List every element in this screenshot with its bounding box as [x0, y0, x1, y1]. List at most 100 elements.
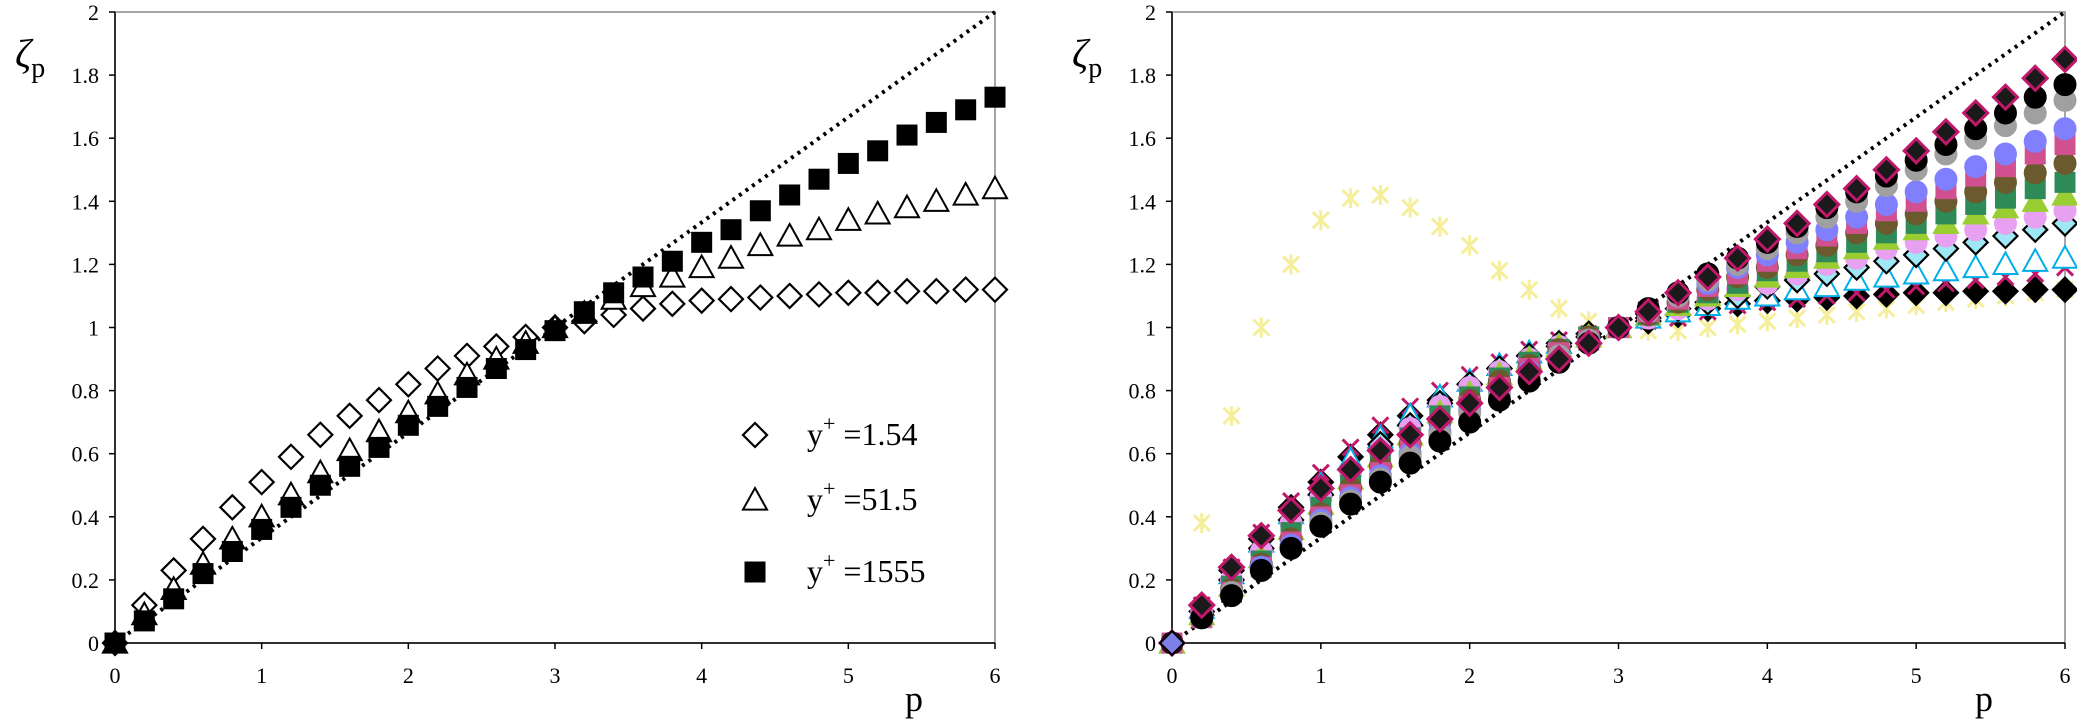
data-point — [1904, 180, 1928, 204]
data-point — [1485, 373, 1514, 402]
x-tick-label: 3 — [550, 663, 561, 688]
data-point — [1490, 260, 1509, 281]
data-point — [658, 262, 687, 288]
y-tick-label: 0.4 — [72, 505, 100, 530]
data-point — [192, 563, 214, 585]
data-point — [277, 443, 305, 471]
data-point — [1961, 98, 1990, 128]
data-point — [1520, 279, 1539, 300]
data-point — [834, 206, 863, 231]
legend-label: y+ =1555 — [807, 548, 925, 589]
x-tick-label: 0 — [110, 663, 121, 688]
legend-marker — [741, 421, 769, 449]
data-point — [1934, 167, 1958, 191]
data-point — [306, 421, 334, 449]
data-point — [1396, 420, 1425, 449]
data-point — [1192, 513, 1211, 534]
data-point — [1282, 254, 1301, 275]
x-tick-label: 6 — [990, 663, 1001, 688]
data-point — [1220, 584, 1244, 608]
data-point — [485, 358, 507, 380]
data-point — [424, 354, 452, 383]
data-point — [221, 541, 243, 563]
data-point — [2023, 161, 2047, 185]
series-1 — [1162, 184, 2075, 653]
data-point — [573, 301, 595, 323]
data-point — [863, 199, 892, 225]
data-point — [1634, 297, 1663, 326]
series-6 — [1160, 199, 2077, 655]
y-axis-label: ζp — [1072, 31, 1102, 84]
data-point — [1276, 496, 1306, 525]
data-point — [336, 402, 364, 430]
x-tick-label: 5 — [843, 663, 854, 688]
legend-label: y+ =1.54 — [807, 411, 917, 452]
x-axis-label: p — [905, 679, 923, 719]
data-point — [922, 187, 951, 212]
data-point — [951, 180, 980, 206]
legend-marker — [744, 561, 766, 583]
y-tick-label: 0.6 — [1129, 442, 1157, 467]
y-tick-label: 0.4 — [1129, 505, 1157, 530]
legend-label: y+ =51.5 — [807, 476, 917, 517]
y-tick-label: 1 — [88, 316, 99, 341]
x-tick-label: 2 — [403, 663, 414, 688]
data-point — [805, 280, 833, 308]
data-point — [834, 279, 862, 307]
series-14 — [1157, 45, 2077, 658]
right-chart-panel: 0 0.2 0.4 0.6 0.8 1 1.2 1.4 1.6 1.8 2 0 1 2 3 4 5 6 p ζp — [1072, 0, 2077, 719]
data-point — [1368, 470, 1392, 494]
data-point — [397, 414, 419, 436]
data-point — [632, 266, 654, 288]
data-point — [1425, 404, 1455, 434]
y-tick-label: 1.8 — [72, 63, 100, 88]
data-point — [749, 200, 771, 222]
data-point — [661, 250, 683, 272]
y-tick-label: 1.4 — [1129, 189, 1157, 214]
y-tick-label: 0 — [88, 631, 99, 656]
data-point — [1341, 188, 1360, 209]
data-point — [1249, 558, 1273, 582]
data-point — [981, 276, 1009, 304]
data-point — [427, 395, 449, 417]
data-point — [1991, 250, 2020, 275]
data-point — [2054, 171, 2076, 193]
data-point — [365, 386, 393, 414]
x-tick-label: 2 — [1464, 663, 1475, 688]
data-point — [1309, 514, 1333, 538]
data-point — [1187, 591, 1216, 620]
data-point — [984, 86, 1006, 108]
y-tick-label: 1.6 — [72, 126, 100, 151]
data-point — [1758, 311, 1777, 332]
data-point — [251, 518, 273, 540]
data-point — [1574, 329, 1603, 358]
left-chart-panel: 0 0.2 0.4 0.6 0.8 1 1.2 1.4 1.6 1.8 2 0 1 2 3 4 5 6 p ζp y+ … — [15, 0, 1009, 719]
data-point — [746, 231, 775, 257]
data-point — [1872, 155, 1901, 184]
data-point — [1723, 243, 1752, 273]
data-point — [837, 152, 859, 174]
data-point — [805, 215, 833, 241]
data-point — [603, 282, 625, 304]
x-tick-label: 3 — [1613, 663, 1624, 688]
data-point — [1544, 344, 1574, 374]
data-point — [280, 496, 302, 518]
data-point — [163, 588, 185, 610]
data-point — [1842, 174, 1871, 203]
y-tick-label: 2 — [1145, 0, 1156, 25]
data-point — [248, 468, 276, 496]
data-point — [1306, 474, 1335, 503]
data-point — [1964, 155, 1988, 179]
series-15 — [1158, 629, 1186, 657]
x-tick-label: 1 — [1315, 663, 1326, 688]
data-point — [691, 231, 713, 253]
data-point — [629, 295, 657, 323]
x-tick-label: 5 — [1911, 663, 1922, 688]
y-tick-label: 2 — [88, 0, 99, 25]
data-point — [717, 244, 745, 269]
data-point — [1872, 280, 1900, 308]
data-point — [717, 285, 745, 313]
data-point — [2053, 117, 2077, 141]
data-point — [2051, 180, 2077, 206]
data-point — [368, 436, 390, 458]
